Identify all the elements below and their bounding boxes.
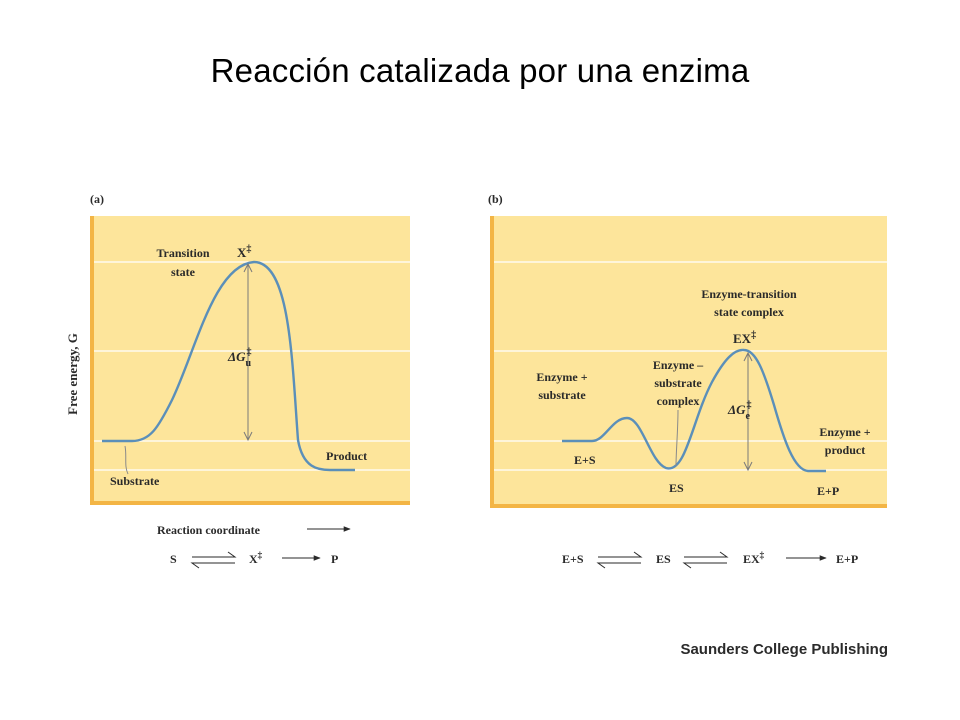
- scheme-b-es: ES: [656, 552, 671, 566]
- panel-a-background: [90, 216, 410, 504]
- y-axis-label: Free energy, G: [65, 333, 80, 415]
- activation-arrowhead-icon: [243, 431, 253, 442]
- es-complex-label-line3: complex: [657, 394, 700, 408]
- panel-a-left-border: [90, 216, 94, 504]
- activation-arrowhead-icon: [243, 262, 253, 273]
- equilibrium-forward-arrow-icon: [192, 551, 237, 558]
- scheme-b-ep: E+P: [836, 552, 858, 566]
- uncatalyzed-energy-curve: [102, 260, 355, 472]
- enzyme-product-label-line1: Enzyme +: [819, 425, 870, 439]
- panel-a-label: (a): [90, 192, 104, 206]
- enzyme-transition-complex-line1: Enzyme-transition: [701, 287, 797, 301]
- enzyme-product-label-line2: product: [825, 443, 865, 457]
- equilibrium-forward-arrow-icon: [684, 551, 729, 558]
- substrate-leader-line: [124, 445, 129, 475]
- publisher-credit: Saunders College Publishing: [680, 641, 888, 658]
- catalyzed-activation-arrowhead-icon: [743, 351, 753, 362]
- product-label: Product: [326, 449, 367, 463]
- scheme-b-es-plus: E+S: [562, 552, 584, 566]
- enzyme-transition-complex-line2: state complex: [714, 305, 784, 319]
- catalyzed-energy-curve: [562, 348, 826, 473]
- delta-g-catalyzed: ΔG‡ e: [727, 400, 752, 422]
- es-plus-label: E+S: [574, 453, 596, 467]
- ep-label: E+P: [817, 484, 839, 498]
- scheme-a-s: S: [170, 552, 177, 566]
- delta-g-uncatalyzed: ΔG‡ u: [227, 347, 252, 369]
- equilibrium-forward-arrow-icon: [598, 551, 643, 558]
- substrate-label: Substrate: [110, 474, 160, 488]
- transition-state-symbol: X‡: [237, 244, 251, 260]
- panel-a-bottom-border: [90, 501, 410, 505]
- transition-state-label-line1: Transition: [156, 246, 209, 260]
- panel-b-background: [490, 216, 887, 508]
- enzyme-substrate-label-line1: Enzyme +: [536, 370, 587, 384]
- panel-a: (a) Free energy, G Transition state X‡ Δ…: [65, 192, 410, 569]
- ex-symbol: EX‡: [733, 330, 756, 346]
- equilibrium-reverse-arrow-icon: [596, 562, 641, 569]
- slide-title: Reacción catalizada por una enzima: [210, 52, 750, 89]
- scheme-a-p: P: [331, 552, 338, 566]
- scheme-a-x: X‡: [249, 550, 263, 566]
- es-complex-label-line1: Enzyme –: [653, 358, 704, 372]
- equilibrium-reverse-arrow-icon: [190, 562, 235, 569]
- equilibrium-reverse-arrow-icon: [682, 562, 727, 569]
- x-axis-label: Reaction coordinate: [157, 523, 261, 537]
- scheme-b-ex: EX‡: [743, 550, 765, 566]
- panel-b-left-border: [490, 216, 494, 508]
- panel-b: (b) Enzyme-transition state complex EX‡ …: [488, 192, 887, 569]
- es-label: ES: [669, 481, 684, 495]
- enzyme-substrate-label-line2: substrate: [538, 388, 586, 402]
- catalyzed-activation-arrowhead-icon: [743, 461, 753, 472]
- es-complex-leader-line: [675, 409, 679, 467]
- transition-state-label-line2: state: [171, 265, 196, 279]
- panel-b-bottom-border: [490, 504, 887, 508]
- es-complex-label-line2: substrate: [654, 376, 702, 390]
- panel-b-label: (b): [488, 192, 503, 206]
